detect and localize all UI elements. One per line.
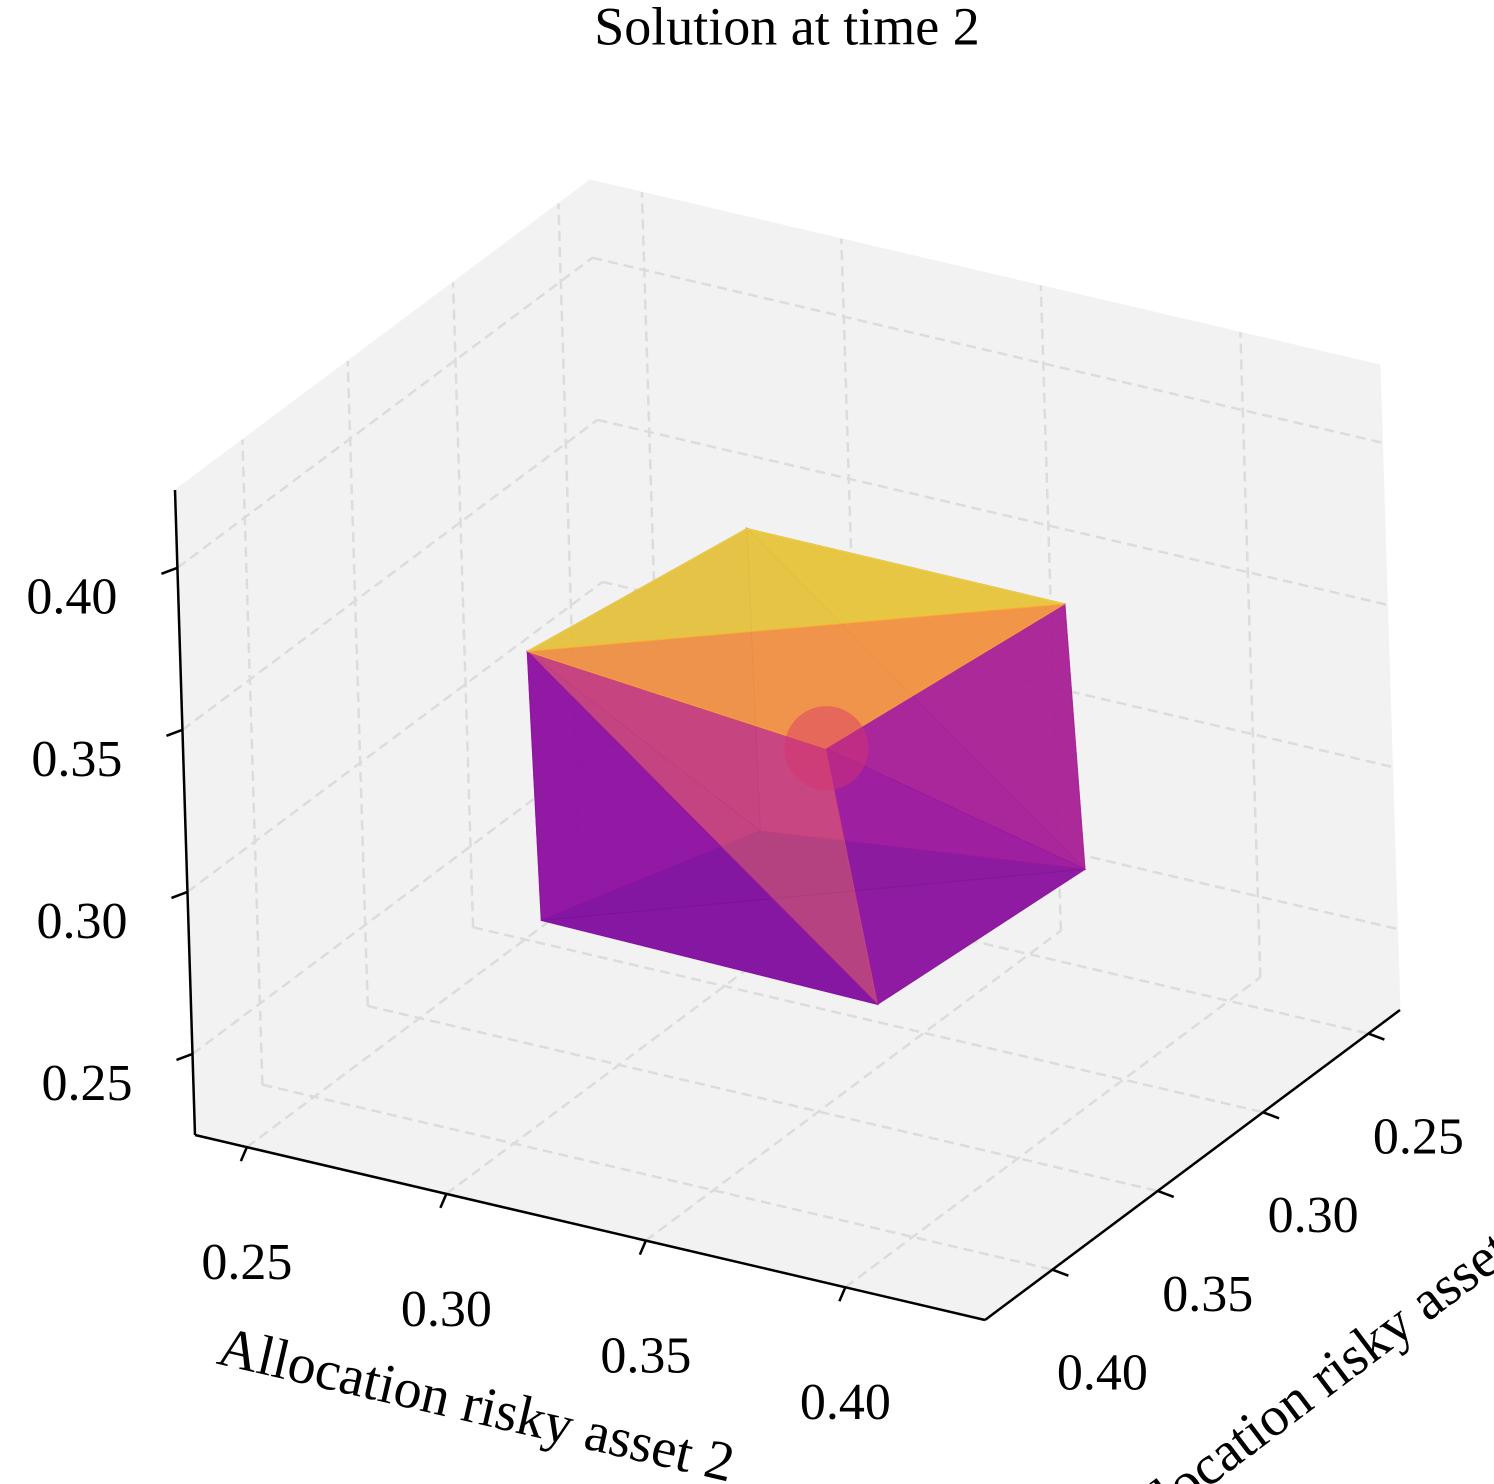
tick-label: 0.35 (600, 1328, 691, 1385)
tick-mark (838, 1286, 847, 1302)
tick-mark (171, 890, 188, 900)
grid-line (241, 439, 264, 1085)
tick-mark (239, 1146, 249, 1162)
tick-label: 0.40 (1057, 1345, 1148, 1402)
chart-title: Solution at time 2 (594, 0, 980, 56)
grid-line (1239, 332, 1262, 978)
tick-mark (1262, 1111, 1280, 1120)
grid-line (645, 929, 1062, 1242)
tick-mark (160, 566, 178, 575)
tick-mark (1051, 1268, 1069, 1277)
tick-label: 0.35 (1162, 1266, 1253, 1323)
tick-mark (1157, 1189, 1175, 1199)
surface (526, 527, 1087, 1006)
grid-line (186, 580, 604, 893)
grid-line (367, 1004, 1159, 1193)
axis-line (173, 489, 197, 1136)
grid-line (262, 1083, 1053, 1271)
grid-line (445, 882, 863, 1195)
tick-label: 0.40 (26, 569, 117, 626)
grid-line (592, 256, 1383, 445)
tick-mark (165, 728, 183, 738)
grid-line (557, 203, 580, 849)
axes (160, 489, 1401, 1322)
axis-line (984, 1008, 1401, 1322)
grid-line (640, 192, 664, 838)
grid-line (176, 256, 594, 569)
grid-line (181, 418, 599, 731)
grid-line (597, 418, 1388, 607)
grid-line (451, 282, 475, 928)
tick-label: 0.25 (41, 1055, 132, 1112)
tick-label: 0.40 (800, 1374, 891, 1431)
grid-line (472, 926, 1264, 1114)
tick-mark (439, 1193, 448, 1209)
grid-line (246, 836, 663, 1149)
tick-label: 0.25 (201, 1234, 292, 1291)
tick-mark (176, 1052, 193, 1062)
tick-mark (638, 1240, 648, 1256)
grid-line (346, 360, 369, 1007)
grid-line (844, 976, 1262, 1289)
grid-line (191, 742, 609, 1055)
point-marker (784, 706, 869, 791)
tick-label: 0.25 (1373, 1109, 1464, 1166)
surface-face (527, 603, 1066, 749)
tick-label: 0.30 (36, 893, 127, 950)
tick-label: 0.30 (401, 1281, 492, 1338)
tick-label: 0.35 (31, 731, 122, 788)
tick-label: 0.30 (1268, 1187, 1359, 1244)
surface-face (526, 650, 880, 1006)
tick-mark (1367, 1032, 1385, 1041)
axis-line (194, 1133, 986, 1322)
